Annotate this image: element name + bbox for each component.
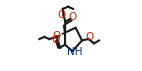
Text: O: O <box>57 10 66 20</box>
Text: O: O <box>53 31 61 41</box>
Text: O: O <box>68 12 76 22</box>
Text: O: O <box>86 32 94 42</box>
Text: NH: NH <box>67 47 82 57</box>
Text: O: O <box>52 36 60 45</box>
